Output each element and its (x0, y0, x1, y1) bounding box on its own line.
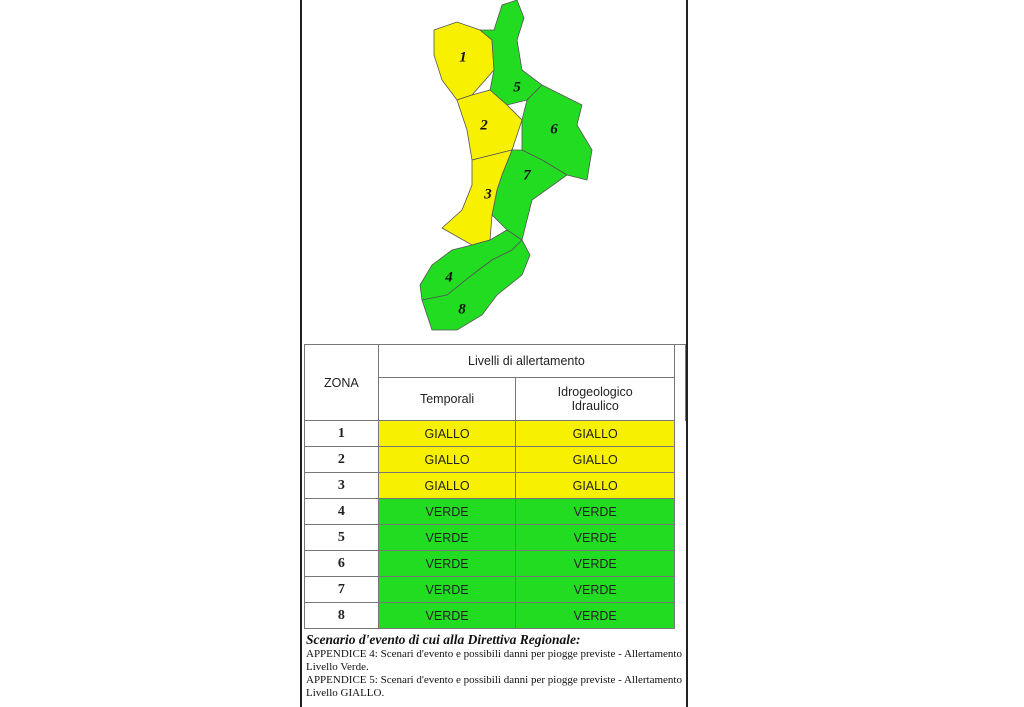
spacer-cell (674, 344, 686, 421)
zone-label: 4 (444, 269, 453, 285)
zone-area (521, 84, 593, 181)
zone-area (456, 89, 523, 161)
level-cell: GIALLO (515, 446, 676, 473)
header-text: Idrogeologico Idraulico (557, 385, 633, 413)
zone-cell: 6 (304, 550, 379, 577)
level-cell: GIALLO (377, 446, 517, 473)
zone-cell: 7 (304, 576, 379, 603)
map: 1 2 3 4 5 6 7 8 (419, 0, 593, 331)
alert-table: ZONA Livelli di allertamento Temporali I… (304, 344, 686, 629)
footer-heading: Scenario d'evento di cui alla Direttiva … (306, 632, 581, 647)
table-row: 2 GIALLO GIALLO (304, 446, 686, 473)
header-cell: Idrogeologico Idraulico (515, 377, 676, 421)
table-row: 3 GIALLO GIALLO (304, 472, 686, 499)
footer-line: APPENDICE 5: Scenari d'evento e possibil… (306, 674, 682, 699)
table-row: 7 VERDE VERDE (304, 576, 686, 603)
level-cell: VERDE (377, 550, 517, 577)
zone-label: 3 (483, 186, 492, 202)
table-row: 4 VERDE VERDE (304, 498, 686, 525)
zone-cell: 5 (304, 524, 379, 551)
zone-cell: 4 (304, 498, 379, 525)
table-row: 6 VERDE VERDE (304, 550, 686, 577)
table-row: 1 GIALLO GIALLO (304, 420, 686, 447)
zone-cell: 3 (304, 472, 379, 499)
level-cell: GIALLO (515, 472, 676, 499)
header-cell: ZONA (304, 344, 379, 421)
zone-area (478, 0, 543, 106)
zone-label: 5 (513, 79, 521, 95)
header-cell: Temporali (377, 377, 517, 421)
level-cell: GIALLO (377, 472, 517, 499)
level-cell: VERDE (515, 498, 676, 525)
footer-line: APPENDICE 4: Scenari d'evento e possibil… (306, 648, 682, 673)
table-row: 5 VERDE VERDE (304, 524, 686, 551)
footer: Scenario d'evento di cui alla Direttiva … (306, 632, 682, 700)
table-row: 8 VERDE VERDE (304, 602, 686, 629)
zone-label: 6 (550, 121, 558, 137)
zone-cell: 2 (304, 446, 379, 473)
level-cell: VERDE (515, 550, 676, 577)
header-cell: Livelli di allertamento (377, 344, 676, 378)
level-cell: VERDE (377, 524, 517, 551)
zone-area (441, 149, 513, 246)
level-cell: VERDE (515, 524, 676, 551)
zone-label: 1 (459, 49, 467, 65)
level-cell: VERDE (377, 602, 517, 629)
level-cell: VERDE (515, 576, 676, 603)
level-cell: VERDE (515, 602, 676, 629)
zone-cell: 8 (304, 602, 379, 629)
zone-label: 7 (523, 167, 531, 183)
zone-area (421, 239, 531, 331)
zone-cell: 1 (304, 420, 379, 447)
level-cell: VERDE (377, 576, 517, 603)
document-panel: 1 2 3 4 5 6 7 8 ZONA Livelli di allertam… (300, 0, 688, 707)
level-cell: GIALLO (377, 420, 517, 447)
zone-area (433, 21, 495, 101)
zone-label: 8 (458, 301, 466, 317)
level-cell: VERDE (377, 498, 517, 525)
level-cell: GIALLO (515, 420, 676, 447)
zone-label: 2 (479, 117, 488, 133)
